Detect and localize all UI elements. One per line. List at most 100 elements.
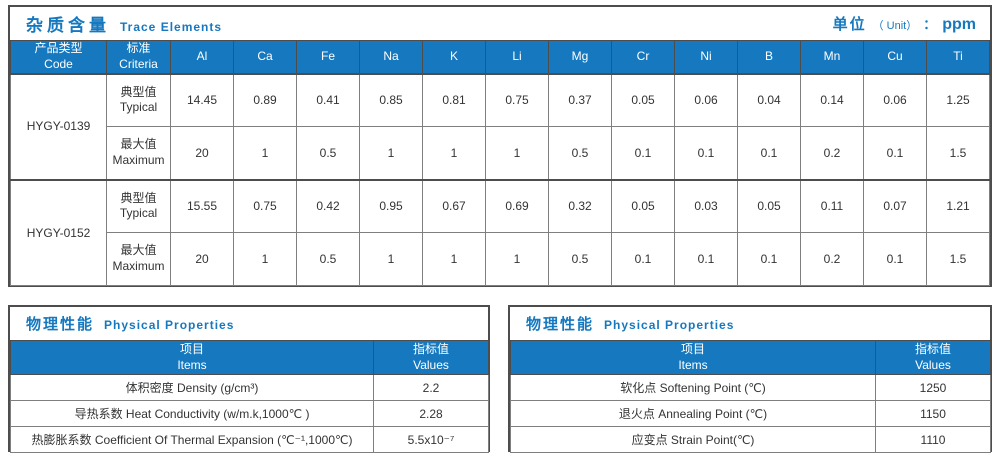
- unit-label: 单位 （ Unit） ： ppm: [833, 13, 976, 34]
- unit-value: ppm: [942, 16, 976, 33]
- value-cell-mn: 0.11: [800, 178, 864, 233]
- criteria-zh: 最大值: [120, 137, 157, 152]
- unit-colon: ：: [923, 17, 937, 32]
- col-header-code-zh: 产品类型: [34, 41, 83, 56]
- value-cell-ni: 0.1: [674, 126, 738, 180]
- value-cell-fe: 0.41: [296, 72, 360, 127]
- col-header-element-na: Na: [359, 40, 423, 74]
- value-cell-cr: 0.1: [611, 232, 675, 286]
- criteria-en: Typical: [119, 100, 158, 115]
- physical-left-table: 项目 Items 指标值 Values 体积密度 Density (g/cm³)…: [10, 340, 489, 453]
- physical-right-values-header: 指标值 Values: [875, 340, 991, 375]
- values-header-en: Values: [413, 357, 449, 372]
- items-header-zh: 项目: [179, 341, 204, 356]
- value-cell-cu: 0.07: [863, 178, 927, 233]
- col-header-element-ca: Ca: [233, 40, 297, 74]
- value-cell-cr: 0.1: [611, 126, 675, 180]
- trace-elements-title: 杂质含量 Trace Elements: [26, 11, 222, 36]
- property-value-cell: 2.28: [373, 400, 489, 427]
- physical-right-title-row: 物理性能 Physical Properties: [510, 307, 990, 340]
- value-cell-fe: 0.42: [296, 178, 360, 233]
- physical-property-row: 体积密度 Density (g/cm³) 2.2: [10, 374, 489, 401]
- criteria-zh: 最大值: [120, 243, 157, 258]
- value-cell-mn: 0.2: [800, 232, 864, 286]
- col-header-criteria-en: Criteria: [119, 56, 158, 71]
- physical-left-header-row: 项目 Items 指标值 Values: [10, 340, 489, 375]
- value-cell-cu: 0.1: [863, 126, 927, 180]
- items-header-zh: 项目: [680, 341, 705, 356]
- value-cell-cr: 0.05: [611, 72, 675, 127]
- col-header-element-b: B: [737, 40, 801, 74]
- value-cell-li: 0.75: [485, 72, 549, 127]
- property-item-cell: 热膨胀系数 Coefficient Of Thermal Expansion (…: [10, 426, 374, 453]
- value-cell-li: 1: [485, 126, 549, 180]
- items-header-en: Items: [177, 357, 207, 372]
- criteria-en: Typical: [119, 206, 158, 221]
- value-cell-na: 1: [359, 232, 423, 286]
- physical-right-title-zh: 物理性能: [526, 316, 595, 333]
- criteria-cell: 最大值 Maximum: [106, 232, 171, 286]
- value-cell-fe: 0.5: [296, 232, 360, 286]
- value-cell-cr: 0.05: [611, 178, 675, 233]
- value-cell-ca: 0.89: [233, 72, 297, 127]
- trace-elements-title-en: Trace Elements: [120, 20, 223, 34]
- value-cell-mn: 0.14: [800, 72, 864, 127]
- criteria-cell: 典型值 Typical: [106, 178, 171, 233]
- value-cell-ti: 1.25: [926, 72, 990, 127]
- trace-row: 最大值 Maximum 20 1 0.5 1 1 1 0.5 0.1 0.1 0.1 0.2 0.1 1.5: [11, 232, 990, 286]
- criteria-zh: 典型值: [120, 84, 157, 99]
- property-item-cell: 导热系数 Heat Conductivity (w/m.k,1000℃ ): [10, 400, 374, 427]
- value-cell-al: 20: [170, 126, 234, 180]
- value-cell-al: 20: [170, 232, 234, 286]
- col-header-element-k: K: [422, 40, 486, 74]
- col-header-criteria-zh: 标准: [126, 41, 151, 56]
- property-value-cell: 2.2: [373, 374, 489, 401]
- value-cell-b: 0.1: [737, 126, 801, 180]
- physical-left-title-zh: 物理性能: [26, 316, 95, 333]
- value-cell-cu: 0.06: [863, 72, 927, 127]
- physical-right-title: 物理性能 Physical Properties: [526, 313, 734, 334]
- property-value-cell: 1110: [875, 426, 991, 453]
- values-header-zh: 指标值: [914, 341, 951, 356]
- physical-right-table: 项目 Items 指标值 Values 软化点 Softening Point …: [510, 340, 991, 453]
- trace-elements-panel: 杂质含量 Trace Elements 单位 （ Unit） ： ppm 产品类…: [8, 5, 992, 287]
- col-header-element-cr: Cr: [611, 40, 675, 74]
- value-cell-na: 0.95: [359, 178, 423, 233]
- value-cell-ti: 1.5: [926, 126, 990, 180]
- physical-properties-panel-right: 物理性能 Physical Properties 项目 Items 指标值 Va…: [508, 305, 992, 453]
- col-header-element-ni: Ni: [674, 40, 738, 74]
- physical-left-values-header: 指标值 Values: [373, 340, 489, 375]
- value-cell-ni: 0.06: [674, 72, 738, 127]
- property-item-cell: 体积密度 Density (g/cm³): [10, 374, 374, 401]
- property-item-cell: 软化点 Softening Point (℃): [510, 374, 876, 401]
- value-cell-fe: 0.5: [296, 126, 360, 180]
- col-header-criteria: 标准 Criteria: [106, 40, 171, 74]
- product-code-cell: HYGY-0139: [10, 72, 107, 180]
- physical-property-row: 导热系数 Heat Conductivity (w/m.k,1000℃ ) 2.2…: [10, 400, 489, 427]
- unit-label-en: （ Unit）: [872, 20, 918, 32]
- value-cell-ca: 1: [233, 232, 297, 286]
- col-header-element-cu: Cu: [863, 40, 927, 74]
- physical-right-items-header: 项目 Items: [510, 340, 876, 375]
- value-cell-ni: 0.03: [674, 178, 738, 233]
- trace-elements-title-zh: 杂质含量: [26, 16, 110, 35]
- value-cell-k: 1: [422, 232, 486, 286]
- value-cell-ca: 1: [233, 126, 297, 180]
- col-header-element-li: Li: [485, 40, 549, 74]
- criteria-en: Maximum: [112, 152, 165, 167]
- value-cell-b: 0.05: [737, 178, 801, 233]
- items-header-en: Items: [678, 357, 708, 372]
- property-value-cell: 1150: [875, 400, 991, 427]
- value-cell-k: 0.67: [422, 178, 486, 233]
- value-cell-k: 0.81: [422, 72, 486, 127]
- unit-label-zh: 单位: [832, 16, 867, 33]
- value-cell-al: 15.55: [170, 178, 234, 233]
- physical-left-title: 物理性能 Physical Properties: [26, 313, 234, 334]
- value-cell-li: 1: [485, 232, 549, 286]
- value-cell-ti: 1.21: [926, 178, 990, 233]
- value-cell-mn: 0.2: [800, 126, 864, 180]
- value-cell-al: 14.45: [170, 72, 234, 127]
- physical-right-title-en: Physical Properties: [604, 318, 735, 332]
- value-cell-mg: 0.5: [548, 126, 612, 180]
- trace-elements-header-row: 产品类型 Code 标准 Criteria Al Ca Fe Na K Li Mg Cr Ni B Mn Cu…: [10, 40, 990, 74]
